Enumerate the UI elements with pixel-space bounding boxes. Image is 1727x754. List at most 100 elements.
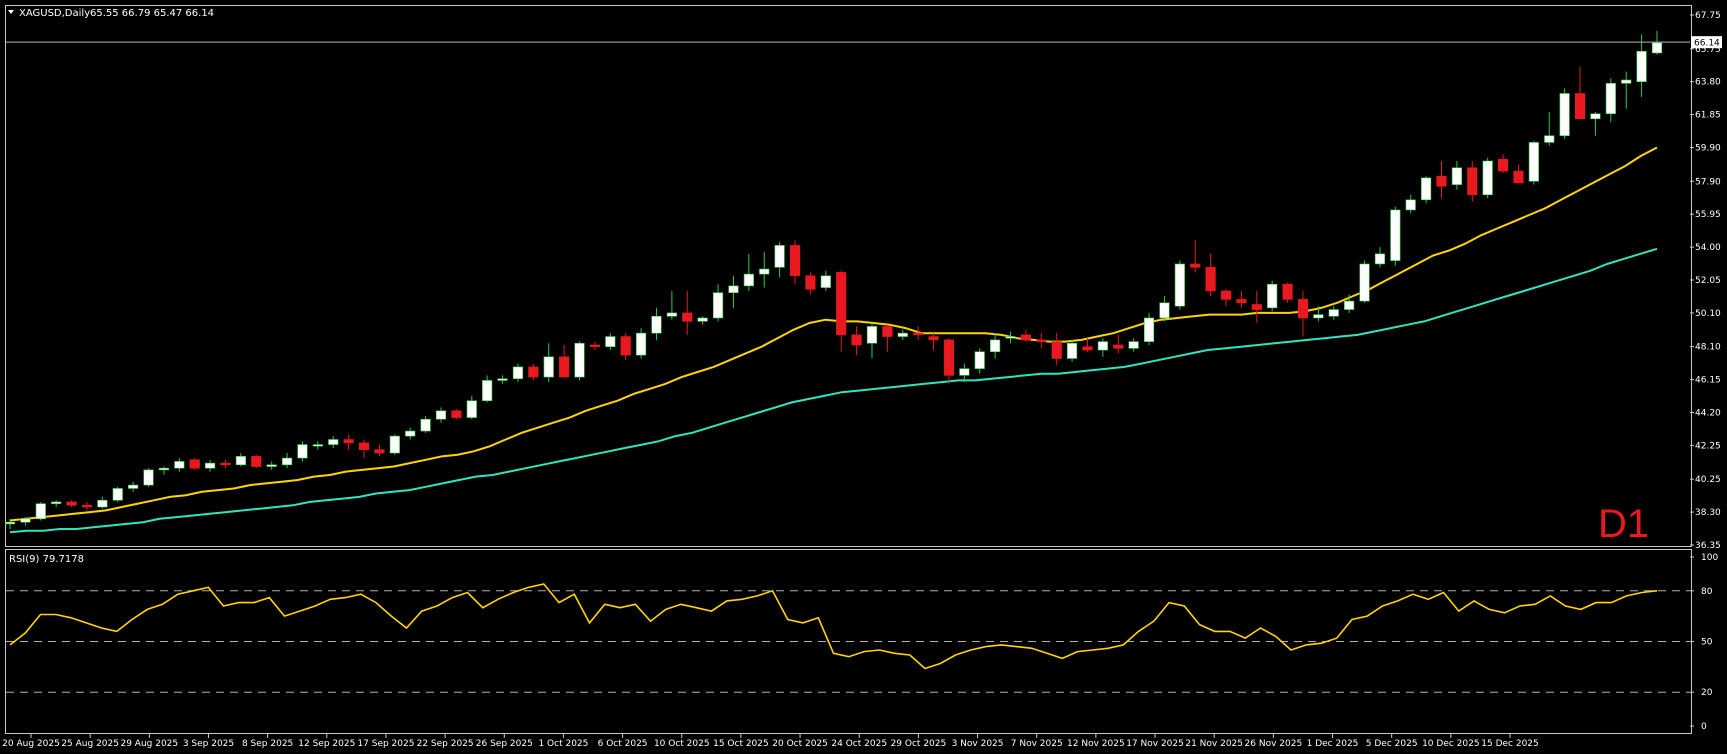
- bear-candle: [374, 444, 385, 457]
- time-tick-label: 15 Dec 2025: [1481, 739, 1539, 749]
- candle-body: [1590, 113, 1601, 120]
- candle-body: [774, 245, 785, 268]
- candle-body: [1097, 341, 1108, 351]
- candle-body: [528, 366, 539, 378]
- candle-body: [97, 499, 108, 508]
- candle-body: [220, 462, 231, 466]
- bull-candle: [1528, 140, 1539, 185]
- rsi-tick-label: 100: [1701, 553, 1718, 563]
- bear-candle: [851, 326, 862, 356]
- candle-body: [1005, 336, 1016, 339]
- bull-candle: [389, 434, 400, 455]
- candle-body: [1020, 334, 1031, 341]
- candle-body: [1390, 209, 1401, 261]
- candle-body: [1251, 304, 1262, 310]
- time-tick-label: 26 Sep 2025: [476, 739, 533, 749]
- bear-candle: [943, 338, 955, 384]
- candle-body: [882, 326, 893, 337]
- candle-body: [990, 339, 1001, 353]
- bull-candle: [1636, 34, 1647, 97]
- bull-candle: [1067, 339, 1078, 362]
- bull-candle: [1267, 280, 1278, 312]
- last-price-marker: 66.14: [6, 36, 1722, 49]
- bear-candle: [1020, 329, 1031, 342]
- bull-candle: [497, 375, 508, 384]
- bull-candle: [112, 486, 123, 502]
- bull-candle: [1405, 194, 1416, 214]
- moving-average-fast: [9, 146, 1658, 522]
- candle-body: [251, 456, 262, 467]
- candle-body: [1621, 79, 1632, 84]
- bull-candle: [1359, 260, 1370, 303]
- time-tick-label: 22 Sep 2025: [417, 739, 474, 749]
- bull-candle: [1143, 312, 1155, 345]
- time-tick-label: 20 Aug 2025: [2, 739, 60, 749]
- candle-body: [1374, 253, 1386, 265]
- bear-candle: [189, 458, 200, 470]
- dropdown-triangle-icon[interactable]: [8, 10, 14, 14]
- bull-candle: [1451, 161, 1462, 190]
- time-tick-label: 20 Oct 2025: [772, 739, 828, 749]
- candle-body: [1036, 339, 1047, 342]
- candle-body: [1128, 341, 1139, 349]
- bull-candle: [728, 275, 739, 308]
- bull-candle: [420, 415, 431, 433]
- bear-candle: [1297, 290, 1309, 337]
- candle-body: [374, 449, 385, 454]
- bull-candle: [235, 453, 246, 467]
- candle-body: [20, 518, 31, 523]
- candle-body: [697, 317, 708, 322]
- rsi-axis: 100 80 50 20 0: [1690, 553, 1718, 732]
- bull-candle: [774, 242, 785, 278]
- bull-candle: [35, 501, 46, 521]
- candle-body: [1544, 135, 1555, 143]
- bear-candle: [451, 409, 462, 420]
- bear-candle: [1220, 289, 1232, 307]
- bear-candle: [589, 341, 600, 351]
- candle-body: [1082, 346, 1093, 351]
- candle-body: [1636, 50, 1647, 82]
- bull-candle: [697, 316, 708, 325]
- price-axis: 67.75 65.75 63.80 61.85 59.90 57.90 55.95 54.00…: [1690, 11, 1721, 551]
- candle-body: [1451, 167, 1462, 185]
- bear-candle: [1513, 164, 1524, 184]
- bull-candle: [297, 441, 308, 462]
- time-tick-label: 12 Nov 2025: [1067, 739, 1125, 749]
- bull-candle: [1313, 306, 1324, 322]
- candle-body: [512, 366, 524, 380]
- candle-body: [574, 342, 585, 378]
- bull-candle: [1128, 338, 1139, 352]
- bull-candle: [712, 284, 724, 322]
- candle-body: [1297, 299, 1309, 319]
- candle-body: [1574, 93, 1586, 120]
- bear-candle: [1498, 154, 1509, 173]
- candle-body: [789, 245, 801, 277]
- bull-candle: [1421, 176, 1432, 204]
- candle-body: [1205, 267, 1216, 292]
- moving-averages: [9, 146, 1658, 534]
- bull-candle: [666, 290, 677, 320]
- time-tick-label: 17 Sep 2025: [357, 739, 414, 749]
- bull-candle: [281, 453, 293, 469]
- time-tick-label: 12 Sep 2025: [298, 739, 355, 749]
- time-tick-label: 29 Aug 2025: [120, 739, 178, 749]
- candle-body: [836, 272, 847, 336]
- ohlc-label: 65.55 66.79 65.47 66.14: [90, 8, 214, 19]
- bear-candle: [836, 270, 847, 352]
- bull-candle: [405, 427, 416, 440]
- price-tick-label: 46.15: [1695, 376, 1721, 386]
- bull-candle: [328, 436, 339, 448]
- bull-candle: [158, 466, 169, 475]
- bull-candle: [143, 468, 154, 487]
- price-tick-label: 48.10: [1695, 343, 1721, 353]
- timeframe-badge: D1: [1598, 502, 1649, 546]
- price-tick-label: 50.10: [1695, 309, 1721, 319]
- bull-candle: [636, 328, 647, 359]
- bull-candle: [651, 307, 662, 340]
- time-tick-label: 15 Oct 2025: [713, 739, 769, 749]
- candle-body: [4, 521, 16, 525]
- candle-body: [1482, 160, 1493, 196]
- time-axis: 20 Aug 2025 25 Aug 2025 29 Aug 2025 3 Sep 2…: [2, 734, 1539, 749]
